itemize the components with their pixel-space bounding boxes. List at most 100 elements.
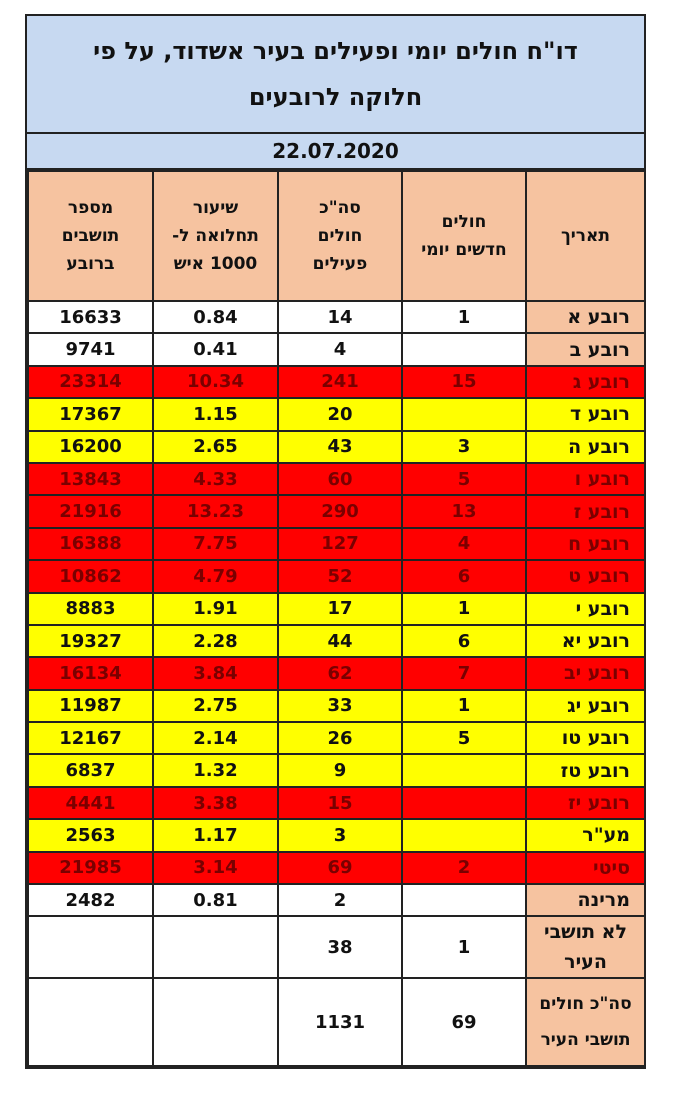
cell-residents: 19327 — [27, 623, 154, 659]
row-label: מע"ר — [525, 818, 646, 853]
table-row: 21916 13.23 290 13 רובע ז — [27, 494, 646, 529]
row-label: רובע ה — [525, 429, 646, 464]
row-label-line: סה"כ חולים — [539, 994, 632, 1015]
header-total-active: סה"כ חולים פעילים — [277, 170, 403, 302]
header-morbidity-line: תחלואה ל- — [172, 226, 259, 246]
header-new-daily: חולים חדשים יומי — [401, 170, 527, 302]
cell-rate: 3.38 — [152, 785, 279, 821]
district-rows: 16633 0.84 14 1 רובע א 9741 0.41 4 רובע ב 23314 10… — [27, 299, 646, 1068]
cell-new: 4 — [401, 526, 527, 562]
cell-new: 15 — [401, 364, 527, 400]
cell-active: 38 — [277, 915, 403, 980]
cell-residents: 16388 — [27, 526, 154, 562]
cell-residents — [27, 915, 154, 980]
cell-active: 33 — [277, 688, 403, 724]
cell-active: 20 — [277, 397, 403, 432]
row-label: סיטי — [525, 850, 646, 886]
row-label: רובע ג — [525, 364, 646, 400]
districts-table: מספר תושבים ברובע שיעור תחלואה ל- 1000 א… — [27, 170, 646, 1068]
header-residents-line: ברובע — [66, 254, 115, 274]
table-row: 2482 0.81 2 מרינה — [27, 883, 646, 918]
row-label: רובע י — [525, 591, 646, 626]
cell-new: 1 — [401, 915, 527, 980]
cell-new: 5 — [401, 461, 527, 497]
cell-rate: 7.75 — [152, 526, 279, 562]
row-label: רובע יג — [525, 688, 646, 724]
row-label-line: תושבי העיר — [540, 1030, 631, 1051]
cell-new: 1 — [401, 299, 527, 335]
table-row: 6837 1.32 9 רובע טז — [27, 753, 646, 788]
cell-residents: 17367 — [27, 397, 154, 432]
table-row: 16388 7.75 127 4 רובע ח — [27, 526, 646, 562]
cell-residents: 2563 — [27, 818, 154, 853]
table-row: 2563 1.17 3 מע"ר — [27, 818, 646, 853]
table-row: 16134 3.84 62 7 רובע יב — [27, 656, 646, 691]
cell-new: 3 — [401, 429, 527, 464]
table-row: 19327 2.28 44 6 רובע יא — [27, 623, 646, 659]
report-date: 22.07.2020 — [27, 134, 644, 170]
cell-active: 60 — [277, 461, 403, 497]
cell-active: 62 — [277, 656, 403, 691]
cell-new: 1 — [401, 688, 527, 724]
header-active-line: חולים — [317, 226, 363, 246]
non-residents-row: 38 1 לא תושבי העיר — [27, 915, 646, 980]
cell-new: 6 — [401, 559, 527, 594]
cell-new — [401, 332, 527, 367]
header-morbidity-rate: שיעור תחלואה ל- 1000 איש — [152, 170, 279, 302]
cell-new: 6 — [401, 623, 527, 659]
row-label: רובע ח — [525, 526, 646, 562]
table-row: 9741 0.41 4 רובע ב — [27, 332, 646, 367]
cell-new — [401, 753, 527, 788]
cell-active: 3 — [277, 818, 403, 853]
title-line-2: חלוקה לרובעים — [248, 83, 423, 111]
cell-new: 7 — [401, 656, 527, 691]
cell-active: 127 — [277, 526, 403, 562]
cell-residents: 21916 — [27, 494, 154, 529]
report-title: דו"ח חולים יומי ופעילים בעיר אשדוד, על פ… — [27, 16, 644, 134]
header-active-line: סה"כ — [319, 198, 361, 218]
row-label: רובע יא — [525, 623, 646, 659]
cell-rate — [152, 977, 279, 1068]
table-row: 16200 2.65 43 3 רובע ה — [27, 429, 646, 464]
cell-active: 52 — [277, 559, 403, 594]
cell-new: 69 — [401, 977, 527, 1068]
cell-rate: 1.91 — [152, 591, 279, 626]
cell-active: 44 — [277, 623, 403, 659]
cell-rate: 3.84 — [152, 656, 279, 691]
cell-residents: 6837 — [27, 753, 154, 788]
row-label-line: העיר — [564, 951, 607, 974]
cell-new — [401, 818, 527, 853]
cell-active: 14 — [277, 299, 403, 335]
cell-residents: 9741 — [27, 332, 154, 367]
row-label: רובע טז — [525, 753, 646, 788]
row-label: רובע ז — [525, 494, 646, 529]
cell-active: 4 — [277, 332, 403, 367]
row-label: רובע ו — [525, 461, 646, 497]
row-label-line: לא תושבי — [543, 921, 628, 944]
table-row: 10862 4.79 52 6 רובע ט — [27, 559, 646, 594]
cell-new — [401, 397, 527, 432]
cell-rate: 4.79 — [152, 559, 279, 594]
cell-rate: 1.15 — [152, 397, 279, 432]
table-row: 21985 3.14 69 2 סיטי — [27, 850, 646, 886]
cell-rate: 10.34 — [152, 364, 279, 400]
cell-rate: 0.81 — [152, 883, 279, 918]
cell-rate: 4.33 — [152, 461, 279, 497]
cell-new — [401, 883, 527, 918]
cell-active: 69 — [277, 850, 403, 886]
table-row: 4441 3.38 15 רובע יז — [27, 785, 646, 821]
cell-rate: 1.17 — [152, 818, 279, 853]
cell-active: 26 — [277, 721, 403, 756]
cell-rate: 2.65 — [152, 429, 279, 464]
header-residents: מספר תושבים ברובע — [27, 170, 154, 302]
header-morbidity-line: 1000 איש — [173, 254, 258, 274]
cell-new: 13 — [401, 494, 527, 529]
cell-residents: 21985 — [27, 850, 154, 886]
table-row: 13843 4.33 60 5 רובע ו — [27, 461, 646, 497]
header-residents-line: תושבים — [61, 226, 120, 246]
title-line-1: דו"ח חולים יומי ופעילים בעיר אשדוד, על פ… — [93, 37, 578, 65]
row-label: רובע ד — [525, 397, 646, 432]
row-label: רובע יז — [525, 785, 646, 821]
cell-residents: 4441 — [27, 785, 154, 821]
header-residents-line: מספר — [67, 198, 114, 218]
